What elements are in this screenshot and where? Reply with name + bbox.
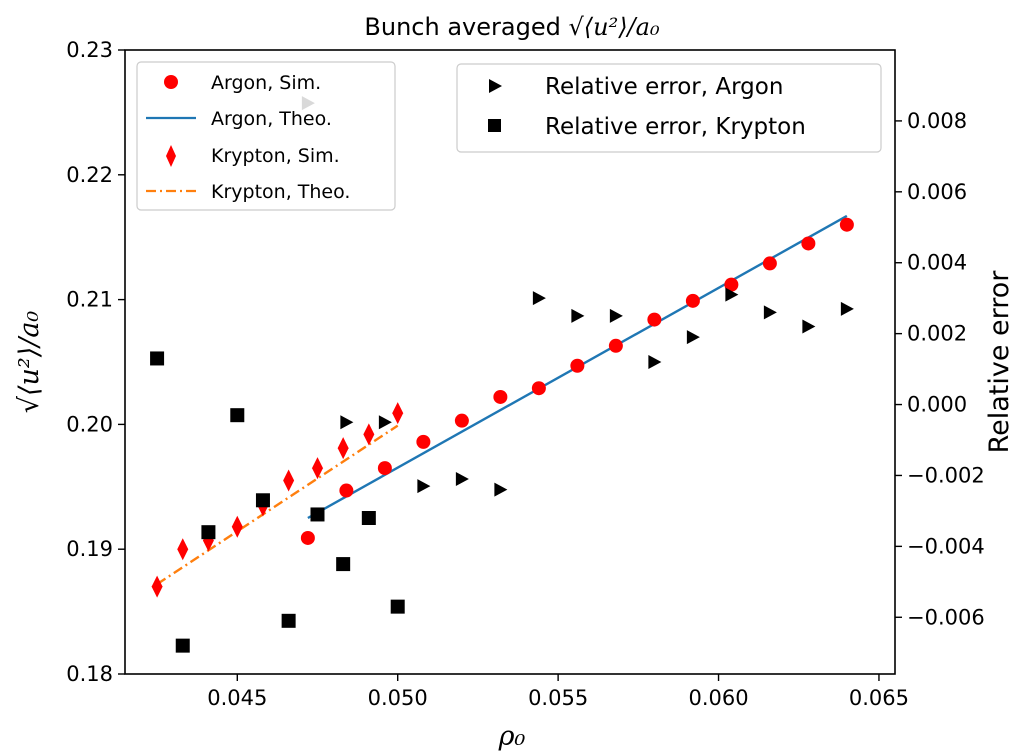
point-triangle	[417, 479, 431, 494]
point-circle	[300, 530, 315, 545]
y-right-tick-label: −0.006	[907, 605, 985, 629]
y-axis-left-label: √⟨u²⟩/a₀	[14, 311, 45, 414]
legend-label: Relative error, Krypton	[545, 114, 806, 140]
point-diamond	[312, 457, 323, 480]
point-diamond	[177, 538, 189, 561]
legend-diamond-marker	[166, 145, 176, 167]
y-left-tick-label: 0.22	[66, 163, 113, 187]
point-triangle	[609, 308, 623, 323]
point-triangle	[840, 301, 854, 316]
x-tick-label: 0.045	[207, 686, 267, 710]
legend-box-left	[136, 61, 396, 211]
point-triangle	[455, 472, 469, 486]
point-triangle	[378, 415, 392, 430]
y-left-tick-label: 0.19	[66, 537, 113, 561]
point-triangle	[763, 305, 777, 320]
chart-title-math: √⟨u²⟩/a₀	[568, 13, 659, 41]
point-circle	[493, 389, 508, 404]
point-diamond	[363, 423, 375, 446]
point-diamond	[337, 437, 349, 460]
point-triangle	[648, 355, 662, 369]
plot-frame	[124, 49, 896, 675]
legend-box-right	[456, 63, 882, 153]
point-square	[175, 638, 190, 653]
y-right-tick-label: 0.006	[907, 180, 967, 204]
point-triangle	[686, 330, 700, 345]
legend-label: Argon, Theo.	[211, 108, 332, 130]
legend-label: Relative error, Argon	[545, 74, 783, 100]
legend-label: Krypton, Theo.	[211, 181, 350, 203]
y-left-tick-label: 0.18	[66, 662, 113, 686]
point-square	[390, 599, 405, 614]
point-triangle	[571, 308, 585, 323]
point-circle	[762, 256, 777, 271]
point-square	[150, 351, 165, 366]
point-circle	[685, 293, 700, 308]
point-diamond	[392, 402, 404, 425]
point-circle	[454, 413, 469, 428]
point-diamond	[283, 469, 295, 492]
y-right-tick-label: 0.002	[907, 322, 967, 346]
point-square	[255, 493, 270, 508]
y-right-tick-label: 0.004	[907, 251, 967, 275]
y-right-tick-label: 0.008	[907, 109, 967, 133]
point-square	[361, 511, 376, 525]
series-line	[156, 424, 399, 586]
point-square	[281, 613, 296, 628]
point-triangle	[802, 319, 816, 334]
point-square	[336, 557, 351, 572]
point-triangle	[532, 291, 546, 306]
chart-title-prefix: Bunch averaged	[364, 13, 568, 41]
point-circle	[416, 434, 431, 449]
legend-simulation: Argon, Sim. Argon, Theo. Krypton, Sim. K…	[136, 61, 396, 211]
x-tick-label: 0.060	[688, 686, 748, 710]
y-axis-right-label: Relative error	[984, 270, 1015, 454]
point-diamond	[231, 515, 243, 538]
legend-label: Argon, Sim.	[211, 72, 321, 94]
x-tick-label: 0.065	[849, 686, 909, 710]
point-circle	[647, 312, 662, 327]
tick-layer: 0.045 0.050 0.055 0.060 0.065 0.18 0.19 0.20 0.2…	[66, 38, 984, 710]
point-triangle	[494, 482, 508, 497]
x-tick-label: 0.055	[528, 686, 588, 710]
y-left-tick-label: 0.20	[66, 412, 113, 436]
point-diamond	[151, 575, 163, 598]
point-square	[201, 525, 216, 540]
point-square	[310, 507, 325, 522]
point-circle	[608, 338, 623, 353]
point-circle	[724, 277, 739, 292]
x-axis-label: ρ₀	[498, 721, 526, 752]
legend-square-marker	[488, 119, 501, 132]
y-left-tick-label: 0.23	[66, 38, 113, 62]
point-circle	[339, 483, 354, 498]
legend-label: Krypton, Sim.	[211, 145, 340, 167]
point-square	[230, 408, 245, 423]
point-circle	[839, 217, 854, 232]
point-circle	[570, 358, 585, 373]
x-tick-label: 0.050	[368, 686, 428, 710]
legend-circle-marker	[164, 75, 178, 89]
point-triangle	[340, 415, 354, 430]
y-right-tick-label: 0.000	[907, 393, 967, 417]
legend-relative-error: Relative error, Argon Relative error, Kr…	[456, 63, 882, 153]
point-triangle	[725, 287, 739, 302]
y-right-tick-label: −0.004	[907, 534, 985, 558]
y-left-tick-label: 0.21	[66, 288, 113, 312]
chart-title: Bunch averaged √⟨u²⟩/a₀	[364, 13, 660, 41]
point-circle	[801, 236, 816, 251]
point-circle	[377, 461, 392, 476]
point-circle	[531, 381, 546, 396]
y-right-tick-label: −0.002	[907, 463, 985, 487]
legend-triangle-marker	[489, 79, 502, 93]
